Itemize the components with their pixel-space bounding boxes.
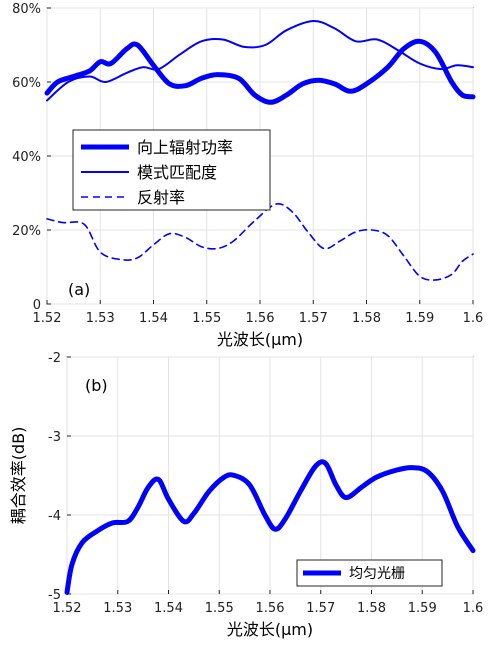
x-tick-label: 1.55 <box>205 601 234 616</box>
panel-a-legend: 向上辐射功率 模式匹配度 反射率 <box>72 129 271 211</box>
panel-b-y-axis-label: 耦合效率(dB) <box>9 427 28 525</box>
x-tick-label: 1.53 <box>103 601 132 616</box>
y-tick-label: 40% <box>12 150 41 165</box>
x-tick-label: 1.58 <box>352 311 381 326</box>
y-tick-label: -3 <box>48 430 61 445</box>
x-tick-label: 1.53 <box>86 311 115 326</box>
panel-a-label: (a) <box>68 280 90 299</box>
x-tick-label: 1.52 <box>53 601 82 616</box>
y-tick-label: 80% <box>12 2 41 17</box>
x-tick-label: 1.57 <box>306 601 335 616</box>
legend-label-uniform-grating: 均匀光栅 <box>349 566 405 582</box>
x-tick-label: 1.54 <box>154 601 183 616</box>
series-line-a-1 <box>46 19 474 102</box>
x-tick-label: 1.56 <box>246 311 275 326</box>
y-tick-label: -5 <box>48 588 61 603</box>
panel-b: 1.52 1.53 1.54 1.55 1.56 1.57 1.58 1.59 1.6 -5 -4… <box>9 351 483 639</box>
x-tick-label: 1.6 <box>463 601 484 616</box>
panel-a-x-axis-label: 光波长(μm) <box>217 330 303 349</box>
y-tick-label: 0 <box>33 298 41 313</box>
y-tick-label: 20% <box>12 224 41 239</box>
x-tick-label: 1.55 <box>192 311 221 326</box>
y-tick-label: 60% <box>12 76 41 91</box>
panel-a: 1.52 1.53 1.54 1.55 1.56 1.57 1.58 1.59 1.6 0 20%… <box>12 2 483 349</box>
series-line-b-0 <box>64 459 476 595</box>
panel-a-series <box>44 19 476 281</box>
legend-label-mode-match: 模式匹配度 <box>137 163 217 182</box>
legend-label-reflectance: 反射率 <box>137 188 185 207</box>
x-tick-label: 1.6 <box>463 311 484 326</box>
panel-b-x-ticks: 1.52 1.53 1.54 1.55 1.56 1.57 1.58 1.59 1.6 <box>53 590 484 616</box>
x-tick-label: 1.58 <box>357 601 386 616</box>
panel-b-label: (b) <box>85 376 108 395</box>
x-tick-label: 1.59 <box>408 601 437 616</box>
panel-b-legend: 均匀光栅 <box>296 559 443 587</box>
panel-a-y-ticks: 0 20% 40% 60% 80% <box>12 2 51 313</box>
panel-a-x-ticks: 1.52 1.53 1.54 1.55 1.56 1.57 1.58 1.59 1.6 <box>33 300 484 326</box>
legend-label-upward-power: 向上辐射功率 <box>137 138 233 157</box>
panel-b-series <box>64 459 476 595</box>
series-line-a-0 <box>44 38 476 105</box>
x-tick-label: 1.56 <box>256 601 285 616</box>
series-line-a-2 <box>46 203 474 281</box>
panel-b-x-axis-label: 光波长(μm) <box>227 620 313 639</box>
x-tick-label: 1.59 <box>405 311 434 326</box>
y-tick-label: -2 <box>48 351 61 366</box>
panel-b-y-ticks: -5 -4 -3 -2 <box>48 351 71 603</box>
y-tick-label: -4 <box>48 509 61 524</box>
x-tick-label: 1.52 <box>33 311 62 326</box>
x-tick-label: 1.54 <box>139 311 168 326</box>
x-tick-label: 1.57 <box>299 311 328 326</box>
